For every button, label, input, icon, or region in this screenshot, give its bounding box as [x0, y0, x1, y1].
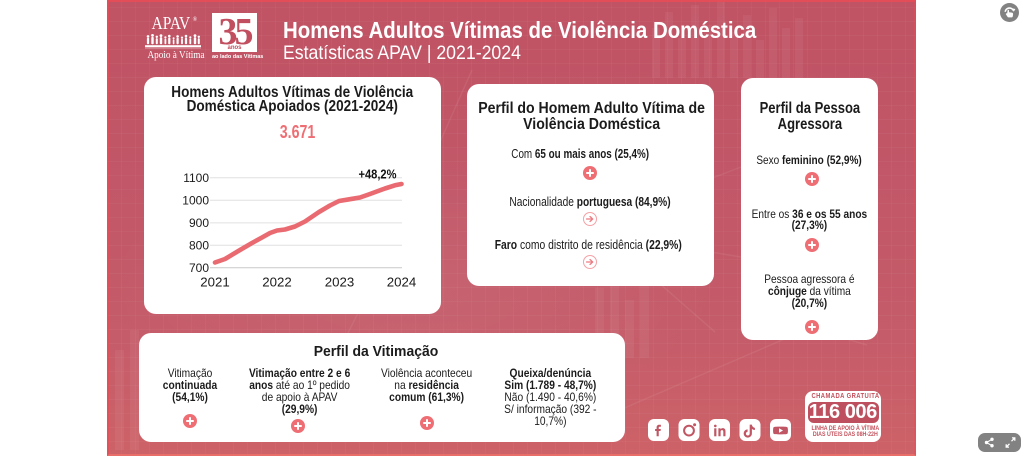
svg-text:900: 900 [189, 216, 209, 230]
svg-text:700: 700 [189, 261, 209, 275]
svg-text:1000: 1000 [182, 193, 209, 207]
svg-text:2024: 2024 [387, 275, 417, 290]
svg-text:2022: 2022 [262, 275, 292, 290]
svg-text:2021: 2021 [200, 275, 230, 290]
svg-text:+48,2%: +48,2% [359, 169, 397, 182]
svg-text:800: 800 [189, 239, 209, 253]
svg-text:1100: 1100 [183, 171, 209, 185]
svg-text:2023: 2023 [325, 275, 355, 290]
